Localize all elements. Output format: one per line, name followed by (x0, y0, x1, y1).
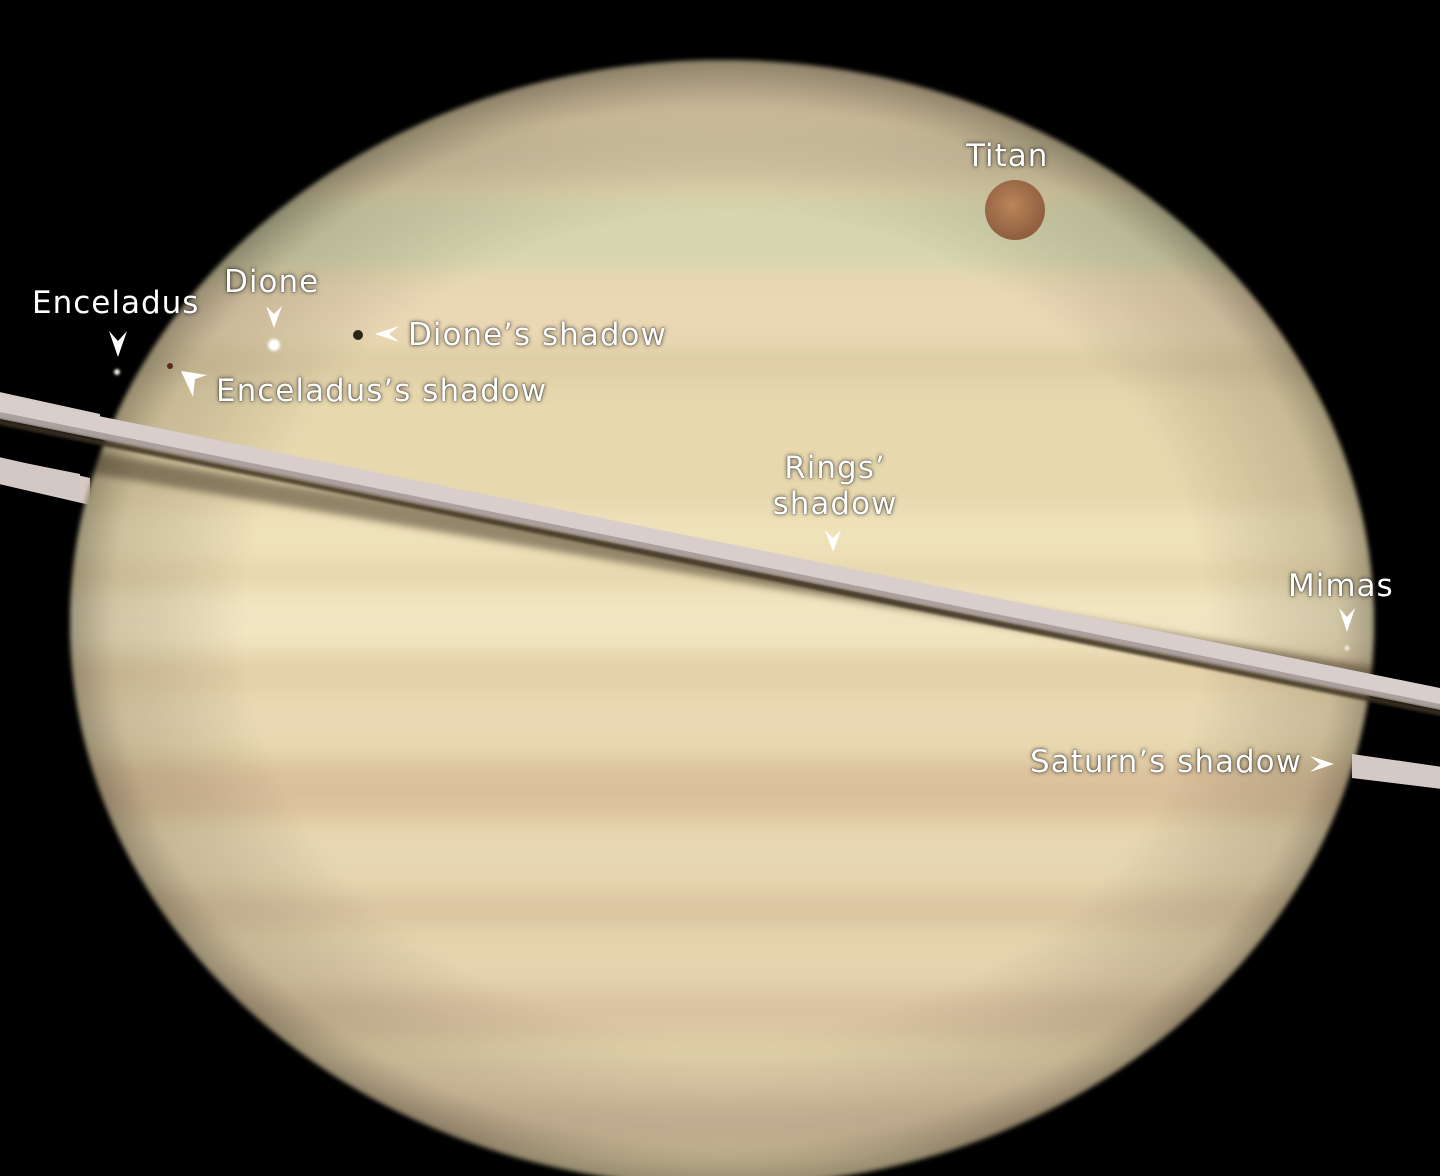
enceladus-moon (114, 369, 120, 375)
rings-front (0, 396, 1440, 789)
dione-moon (268, 339, 280, 351)
enceladus-label: Enceladus (32, 285, 200, 321)
arrowhead-icon (375, 326, 399, 342)
mimas-label: Mimas (1288, 568, 1394, 604)
arrowhead-icon (109, 331, 127, 357)
arrowhead-icon (181, 371, 207, 397)
titan-label: Titan (966, 138, 1049, 174)
rings-shadow-label-line1: Rings’ (784, 450, 886, 486)
arrowhead-icon (1310, 756, 1334, 772)
dione-label: Dione (224, 264, 320, 300)
arrowhead-icon (266, 306, 282, 328)
dione-shadow-spot (353, 330, 363, 340)
titan-moon (985, 180, 1045, 240)
rings-shadow-label: Rings’ shadow (760, 450, 910, 522)
dione-shadow-label: Dione’s shadow (408, 317, 667, 353)
arrowhead-icon (825, 530, 841, 552)
arrowhead-icon (1339, 608, 1355, 632)
rings-shadow-label-line2: shadow (772, 486, 898, 522)
enceladus-shadow-spot (167, 363, 173, 369)
saturn-shadow-label: Saturn’s shadow (1030, 744, 1302, 780)
enceladus-shadow-label: Enceladus’s shadow (216, 373, 548, 409)
mimas-moon (1344, 645, 1350, 651)
